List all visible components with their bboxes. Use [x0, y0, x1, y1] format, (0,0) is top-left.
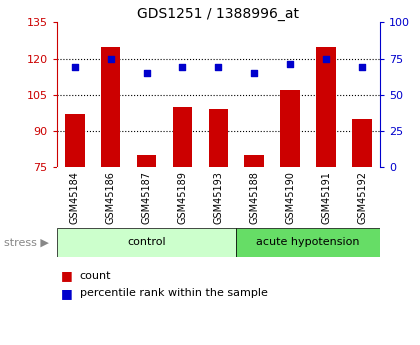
Point — [179, 65, 186, 70]
Text: GSM45187: GSM45187 — [142, 171, 152, 224]
Text: GSM45184: GSM45184 — [70, 171, 80, 224]
Point — [143, 70, 150, 76]
Point — [251, 70, 258, 76]
Text: control: control — [127, 237, 166, 247]
Text: acute hypotension: acute hypotension — [257, 237, 360, 247]
Point — [287, 62, 294, 67]
FancyBboxPatch shape — [236, 228, 380, 257]
Text: count: count — [80, 271, 111, 281]
Bar — [281, 90, 300, 167]
Point — [107, 56, 114, 61]
Text: GSM45191: GSM45191 — [321, 171, 331, 224]
Text: ■: ■ — [61, 287, 73, 300]
Text: percentile rank within the sample: percentile rank within the sample — [80, 288, 268, 298]
Bar — [136, 155, 156, 167]
Bar — [244, 155, 264, 167]
Point — [323, 56, 330, 61]
Point — [215, 65, 222, 70]
Text: ■: ■ — [61, 269, 73, 283]
Text: GSM45190: GSM45190 — [285, 171, 295, 224]
FancyBboxPatch shape — [57, 228, 236, 257]
Text: GSM45186: GSM45186 — [105, 171, 116, 224]
Point — [359, 65, 365, 70]
Bar — [352, 119, 372, 167]
Text: GSM45193: GSM45193 — [213, 171, 223, 224]
Bar — [208, 109, 228, 167]
Text: GSM45189: GSM45189 — [178, 171, 187, 224]
Bar — [65, 114, 84, 167]
Bar — [316, 47, 336, 167]
Bar — [101, 47, 121, 167]
Text: GSM45188: GSM45188 — [249, 171, 259, 224]
Point — [71, 65, 78, 70]
Text: GSM45192: GSM45192 — [357, 171, 367, 224]
Text: stress ▶: stress ▶ — [4, 237, 49, 247]
Title: GDS1251 / 1388996_at: GDS1251 / 1388996_at — [137, 7, 299, 21]
Bar — [173, 107, 192, 167]
